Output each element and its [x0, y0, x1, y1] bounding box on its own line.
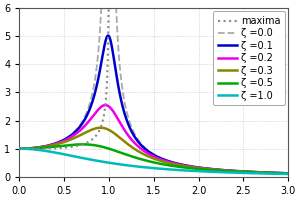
maxima: [106, 7, 110, 9]
Line: ζ =0.5: ζ =0.5: [20, 144, 288, 174]
ζ =0.0: [120, 86, 124, 89]
ζ =0.1: [179, 163, 182, 166]
ζ =0.0: [239, 170, 242, 172]
ζ =0.0: [67, 136, 70, 138]
Line: ζ =0.3: ζ =0.3: [20, 128, 288, 173]
ζ =0.2: [103, 104, 107, 106]
ζ =0.2: [18, 147, 21, 150]
ζ =0.1: [18, 147, 21, 150]
ζ =0.5: [18, 147, 21, 150]
ζ =0.0: [100, 7, 103, 9]
ζ =1.0: [179, 169, 182, 171]
ζ =0.5: [286, 172, 290, 175]
ζ =1.0: [218, 171, 222, 173]
maxima: [105, 76, 109, 79]
ζ =0.0: [193, 166, 196, 168]
ζ =0.3: [179, 164, 182, 167]
ζ =0.3: [239, 170, 242, 173]
ζ =0.5: [218, 169, 222, 172]
Line: ζ =0.0: ζ =0.0: [20, 8, 288, 173]
maxima: [90, 139, 93, 141]
maxima: [103, 111, 106, 113]
ζ =0.0: [179, 163, 182, 165]
ζ =0.3: [286, 172, 290, 175]
Legend: maxima, ζ =0.0, ζ =0.1, ζ =0.2, ζ =0.3, ζ =0.5, ζ =1.0: maxima, ζ =0.0, ζ =0.1, ζ =0.2, ζ =0.3, …: [213, 11, 285, 105]
ζ =0.3: [120, 138, 124, 141]
ζ =0.2: [179, 164, 182, 166]
ζ =0.1: [193, 166, 196, 168]
ζ =0.2: [286, 172, 290, 175]
ζ =0.1: [286, 172, 290, 175]
ζ =1.0: [238, 172, 242, 174]
ζ =0.0: [18, 147, 21, 150]
ζ =1.0: [67, 154, 70, 156]
maxima: [57, 147, 61, 149]
maxima: [92, 137, 95, 139]
ζ =1.0: [18, 147, 21, 150]
ζ =1.0: [120, 163, 124, 166]
ζ =0.3: [18, 147, 21, 150]
ζ =0.2: [67, 137, 70, 140]
ζ =0.3: [99, 126, 102, 129]
maxima: [107, 7, 111, 9]
ζ =0.3: [218, 169, 222, 171]
ζ =0.5: [81, 143, 85, 146]
Line: ζ =0.1: ζ =0.1: [20, 36, 288, 173]
ζ =1.0: [192, 170, 196, 172]
maxima: [105, 84, 109, 87]
ζ =0.3: [67, 139, 70, 142]
ζ =0.5: [67, 144, 70, 146]
ζ =0.5: [193, 167, 196, 170]
Line: ζ =0.2: ζ =0.2: [20, 105, 288, 173]
ζ =0.1: [120, 104, 124, 106]
ζ =0.5: [239, 171, 242, 173]
ζ =0.1: [239, 170, 242, 173]
ζ =0.1: [67, 136, 70, 138]
ζ =0.2: [193, 166, 196, 168]
ζ =0.0: [218, 169, 222, 171]
Line: ζ =1.0: ζ =1.0: [20, 149, 288, 174]
ζ =0.2: [120, 125, 124, 128]
ζ =0.5: [179, 166, 182, 168]
ζ =0.2: [218, 169, 222, 171]
ζ =0.5: [120, 152, 124, 154]
ζ =0.0: [286, 172, 290, 174]
maxima: [19, 147, 23, 150]
Line: maxima: maxima: [21, 8, 109, 149]
ζ =0.3: [193, 166, 196, 169]
ζ =0.2: [239, 170, 242, 173]
ζ =0.1: [218, 169, 222, 171]
ζ =1.0: [286, 173, 290, 175]
ζ =0.1: [106, 34, 110, 37]
